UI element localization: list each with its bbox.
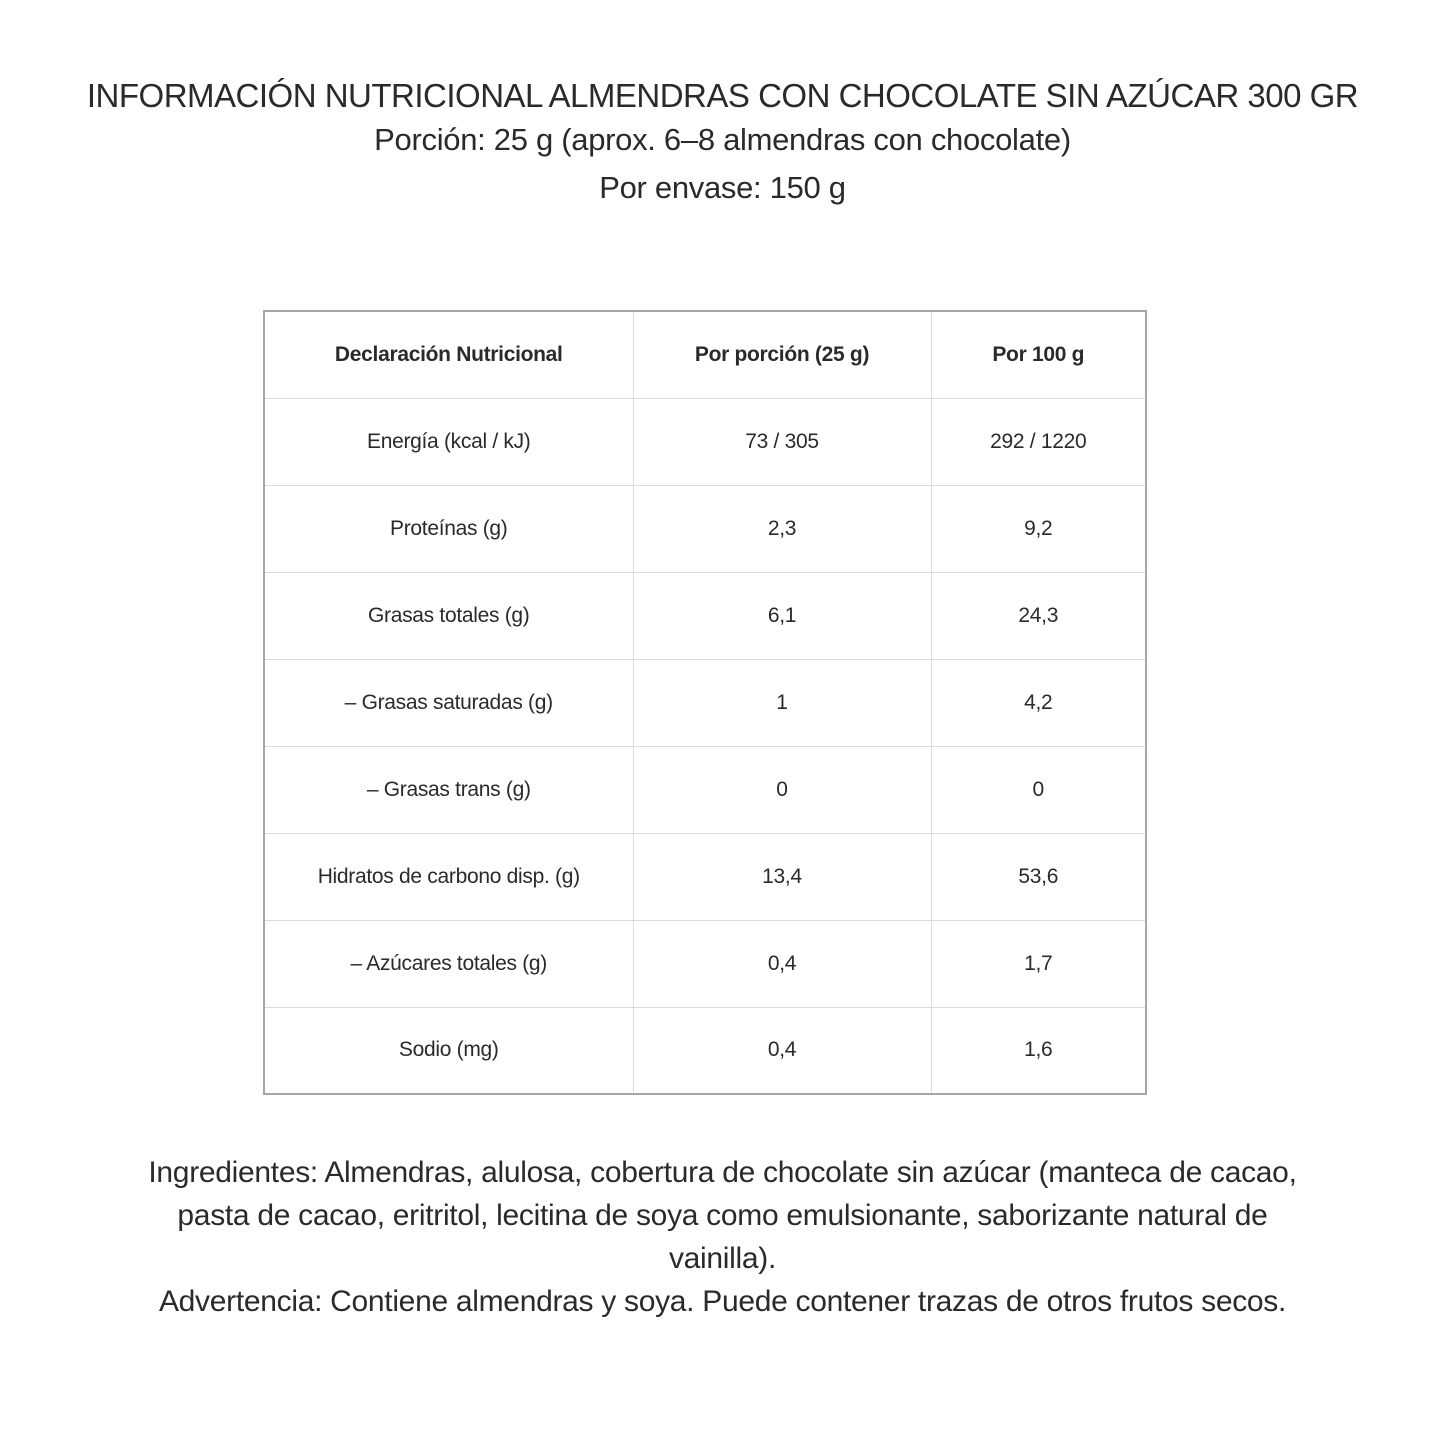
row-label: Grasas totales (g) xyxy=(263,571,634,660)
table-row: Grasas totales (g) 6,1 24,3 xyxy=(263,571,1147,660)
row-label: – Grasas saturadas (g) xyxy=(263,658,634,747)
table-row: Proteínas (g) 2,3 9,2 xyxy=(263,484,1147,573)
row-label: Sodio (mg) xyxy=(263,1006,634,1095)
nutrition-table-head: Declaración Nutricional Por porción (25 … xyxy=(263,310,1147,399)
package-line: Por envase: 150 g xyxy=(599,170,846,205)
table-header-row: Declaración Nutricional Por porción (25 … xyxy=(263,310,1147,399)
label-header: INFORMACIÓN NUTRICIONAL ALMENDRAS CON CH… xyxy=(0,0,1445,212)
value-per-100g: 53,6 xyxy=(930,832,1147,921)
row-label: – Grasas trans (g) xyxy=(263,745,634,834)
row-label: Hidratos de carbono disp. (g) xyxy=(263,832,634,921)
value-per-100g: 4,2 xyxy=(930,658,1147,747)
table-row: – Grasas saturadas (g) 1 4,2 xyxy=(263,658,1147,747)
col-header-per-100g: Por 100 g xyxy=(930,310,1147,399)
value-per-portion: 0 xyxy=(632,745,932,834)
value-per-portion: 73 / 305 xyxy=(632,397,932,486)
label-footer: Ingredientes: Almendras, alulosa, cobert… xyxy=(148,1151,1298,1323)
value-per-portion: 6,1 xyxy=(632,571,932,660)
table-row: Sodio (mg) 0,4 1,6 xyxy=(263,1006,1147,1095)
value-per-portion: 0,4 xyxy=(632,919,932,1008)
value-per-100g: 0 xyxy=(930,745,1147,834)
table-row: Hidratos de carbono disp. (g) 13,4 53,6 xyxy=(263,832,1147,921)
ingredients-text: Ingredientes: Almendras, alulosa, cobert… xyxy=(148,1156,1297,1275)
nutrition-label: INFORMACIÓN NUTRICIONAL ALMENDRAS CON CH… xyxy=(0,0,1445,1323)
value-per-100g: 9,2 xyxy=(930,484,1147,573)
nutrition-table: Declaración Nutricional Por porción (25 … xyxy=(263,310,1147,1095)
col-header-declaration: Declaración Nutricional xyxy=(263,310,634,399)
nutrition-table-body: Energía (kcal / kJ) 73 / 305 292 / 1220 Pro… xyxy=(263,397,1147,1095)
portion-line: Porción: 25 g (aprox. 6–8 almendras con … xyxy=(374,122,1071,157)
row-label: Energía (kcal / kJ) xyxy=(263,397,634,486)
value-per-portion: 1 xyxy=(632,658,932,747)
value-per-100g: 292 / 1220 xyxy=(930,397,1147,486)
table-row: Energía (kcal / kJ) 73 / 305 292 / 1220 xyxy=(263,397,1147,486)
value-per-portion: 13,4 xyxy=(632,832,932,921)
value-per-100g: 24,3 xyxy=(930,571,1147,660)
value-per-portion: 2,3 xyxy=(632,484,932,573)
col-header-per-portion: Por porción (25 g) xyxy=(632,310,932,399)
page-title: INFORMACIÓN NUTRICIONAL ALMENDRAS CON CH… xyxy=(86,77,1359,114)
table-row: – Grasas trans (g) 0 0 xyxy=(263,745,1147,834)
table-row: – Azúcares totales (g) 0,4 1,7 xyxy=(263,919,1147,1008)
value-per-portion: 0,4 xyxy=(632,1006,932,1095)
warning-text: Advertencia: Contiene almendras y soya. … xyxy=(158,1285,1287,1318)
row-label: – Azúcares totales (g) xyxy=(263,919,634,1008)
value-per-100g: 1,6 xyxy=(930,1006,1147,1095)
row-label: Proteínas (g) xyxy=(263,484,634,573)
value-per-100g: 1,7 xyxy=(930,919,1147,1008)
